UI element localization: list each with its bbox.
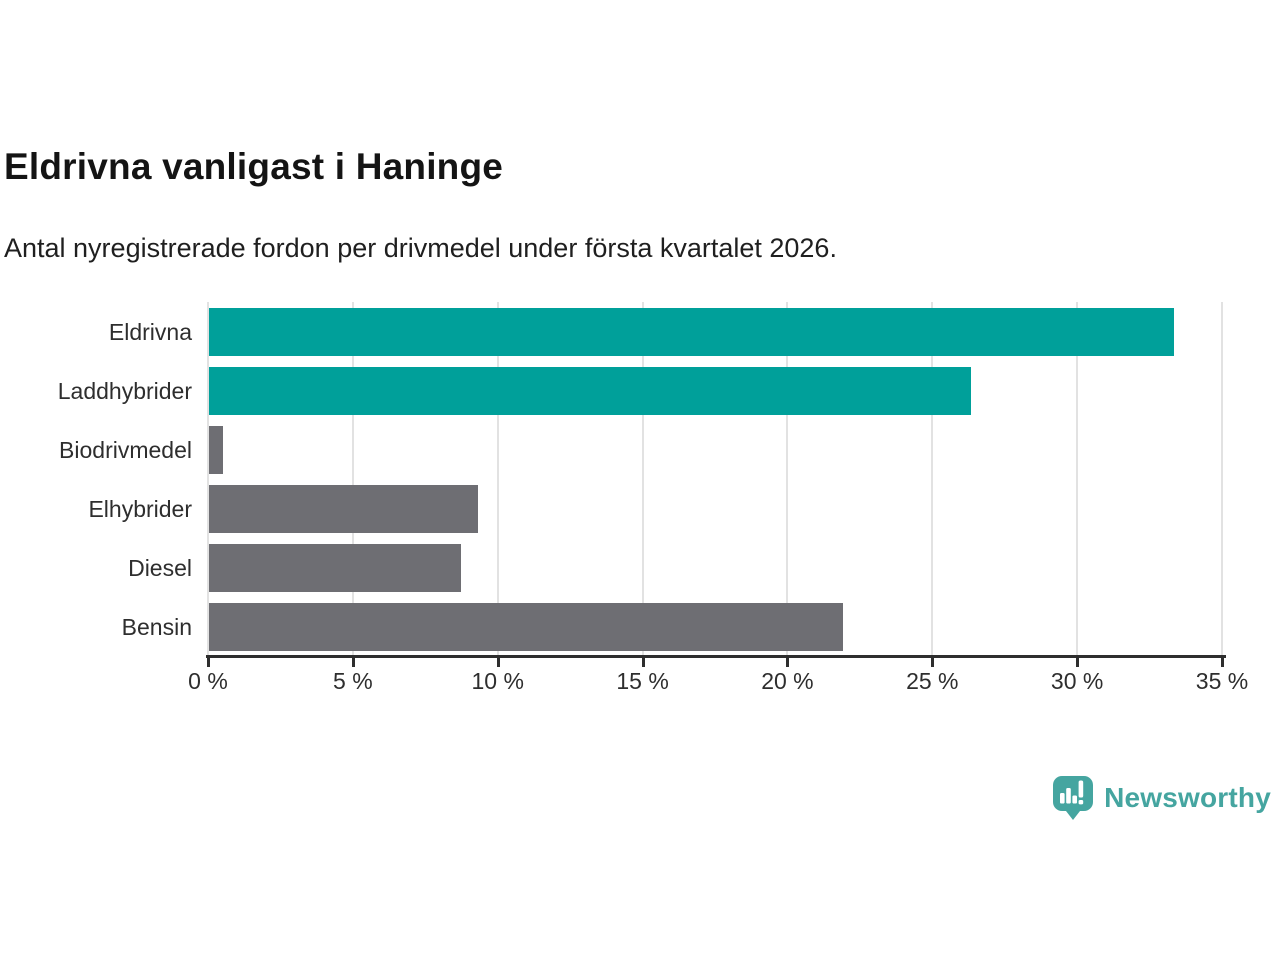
- bar-laddhybrider: [209, 366, 971, 415]
- bar-eldrivna: [209, 307, 1174, 356]
- category-label: Bensin: [121, 613, 192, 640]
- x-axis-tick-label: 35 %: [1195, 668, 1249, 694]
- x-axis-tick-label: 20 %: [761, 668, 814, 694]
- bar-biodrivmedel: [209, 425, 224, 474]
- x-axis-tick: [931, 658, 935, 667]
- newsworthy-logo-text: Newsworthy: [1104, 781, 1271, 813]
- x-axis-tick-label: 0 %: [188, 668, 228, 694]
- gridline: [931, 302, 934, 656]
- x-axis-tick-label: 30 %: [1050, 668, 1104, 694]
- bar-elhybrider: [209, 484, 479, 533]
- x-axis-tick: [1221, 658, 1224, 667]
- bar-diesel: [209, 543, 462, 592]
- x-axis-tick: [786, 658, 790, 667]
- x-axis-tick: [351, 658, 355, 667]
- newsworthy-speech-bubble-bar-chart-icon: [1053, 776, 1094, 820]
- gridline: [786, 302, 789, 656]
- x-axis-tick-label: 10 %: [471, 668, 524, 694]
- gridline: [1221, 302, 1223, 656]
- x-axis-tick: [207, 658, 210, 667]
- gridline: [641, 302, 644, 656]
- category-label: Laddhybrider: [57, 377, 192, 404]
- x-axis-tick: [1076, 658, 1080, 667]
- category-label: Biodrivmedel: [59, 436, 192, 463]
- category-label: Eldrivna: [108, 318, 192, 345]
- chart-subtitle: Antal nyregistrerade fordon per drivmede…: [4, 233, 837, 263]
- category-label: Diesel: [128, 554, 192, 581]
- x-axis-line: [206, 655, 1226, 658]
- x-axis-tick: [496, 658, 500, 667]
- gridline: [351, 302, 354, 656]
- plot-area: [207, 302, 1223, 656]
- gridline: [496, 302, 499, 656]
- x-axis-tick-label: 15 %: [616, 668, 669, 694]
- category-label: Elhybrider: [88, 495, 192, 522]
- x-axis-tick-label: 5 %: [333, 668, 373, 694]
- x-axis-tick-label: 25 %: [906, 668, 959, 694]
- chart-title: Eldrivna vanligast i Haninge: [4, 146, 504, 187]
- bar-bensin: [209, 602, 844, 651]
- newsworthy-logo: Newsworthy: [1051, 774, 1271, 821]
- x-axis-tick: [641, 658, 645, 667]
- gridline: [207, 302, 209, 656]
- gridline: [1076, 302, 1079, 656]
